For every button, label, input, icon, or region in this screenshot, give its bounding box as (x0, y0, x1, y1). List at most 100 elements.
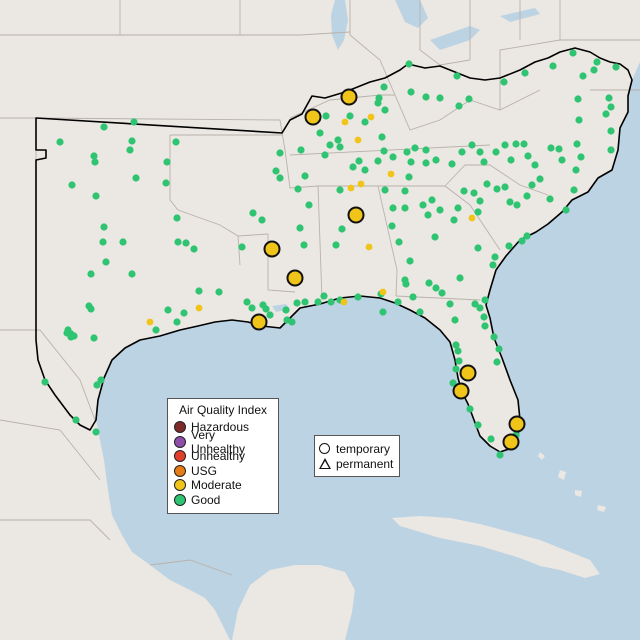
good-monitor-marker (524, 152, 532, 160)
good-monitor-marker (450, 216, 458, 224)
monitor-type-legend: temporary permanent (314, 435, 400, 477)
good-monitor-marker (501, 183, 509, 191)
good-monitor-marker (492, 148, 500, 156)
good-monitor-marker (326, 141, 334, 149)
good-monitor-marker (294, 185, 302, 193)
good-monitor-marker (612, 63, 620, 71)
moderate-monitor-marker (354, 136, 362, 144)
good-monitor-marker (380, 83, 388, 91)
good-monitor-marker (422, 93, 430, 101)
good-monitor-marker (572, 166, 580, 174)
good-monitor-marker (570, 186, 578, 194)
good-monitor-marker (419, 201, 427, 209)
good-monitor-marker (314, 298, 322, 306)
good-monitor-marker (501, 141, 509, 149)
good-monitor-marker (466, 405, 474, 413)
good-monitor-marker (489, 261, 497, 269)
good-monitor-marker (574, 95, 582, 103)
good-monitor-marker (468, 141, 476, 149)
good-monitor-marker (381, 106, 389, 114)
good-monitor-marker (72, 416, 80, 424)
good-monitor-marker (288, 318, 296, 326)
good-monitor-marker (523, 192, 531, 200)
good-monitor-marker (474, 208, 482, 216)
good-monitor-marker (182, 239, 190, 247)
good-monitor-marker (605, 94, 613, 102)
good-monitor-marker (238, 243, 246, 251)
good-monitor-marker (481, 296, 489, 304)
good-monitor-marker (305, 201, 313, 209)
moderate-monitor-large-marker (286, 269, 304, 287)
aqi-legend-item-unhealthy: Unhealthy (174, 449, 272, 464)
aqi-label-moderate: Moderate (191, 478, 242, 493)
good-monitor-marker (455, 357, 463, 365)
good-monitor-marker (451, 316, 459, 324)
good-monitor-marker (132, 174, 140, 182)
good-monitor-marker (432, 156, 440, 164)
good-monitor-marker (380, 147, 388, 155)
good-monitor-marker (128, 270, 136, 278)
good-monitor-marker (338, 225, 346, 233)
good-monitor-marker (490, 333, 498, 341)
good-monitor-marker (173, 318, 181, 326)
good-monitor-marker (355, 157, 363, 165)
good-monitor-marker (448, 160, 456, 168)
good-monitor-marker (436, 94, 444, 102)
good-monitor-marker (92, 192, 100, 200)
good-monitor-marker (276, 174, 284, 182)
aqi-legend-item-very-unhealthy: Very Unhealthy (174, 428, 272, 456)
aqi-label-unhealthy: Unhealthy (191, 449, 246, 464)
good-monitor-marker (602, 110, 610, 118)
good-monitor-marker (100, 223, 108, 231)
good-monitor-marker (300, 241, 308, 249)
moderate-monitor-marker (340, 298, 348, 306)
good-monitor-marker (266, 311, 274, 319)
good-monitor-marker (322, 112, 330, 120)
good-monitor-marker (354, 293, 362, 301)
good-monitor-marker (276, 149, 284, 157)
good-monitor-marker (425, 279, 433, 287)
good-monitor-marker (546, 195, 554, 203)
good-monitor-marker (296, 224, 304, 232)
good-monitor-marker (405, 60, 413, 68)
good-monitor-marker (130, 118, 138, 126)
moderate-monitor-large-marker (508, 415, 526, 433)
good-monitor-marker (471, 300, 479, 308)
good-monitor-marker (405, 173, 413, 181)
good-monitor-marker (68, 181, 76, 189)
good-monitor-marker (424, 211, 432, 219)
good-monitor-marker (476, 197, 484, 205)
good-monitor-marker (483, 180, 491, 188)
moderate-monitor-large-marker (502, 433, 520, 451)
good-monitor-marker (190, 245, 198, 253)
aqi-label-good: Good (191, 492, 221, 507)
good-monitor-marker (476, 304, 484, 312)
aqi-swatch-unhealthy (174, 450, 186, 463)
aqi-label-usg: USG (191, 463, 218, 478)
good-monitor-marker (67, 333, 75, 341)
good-monitor-marker (90, 334, 98, 342)
monitor-legend-item-permanent: permanent (319, 456, 395, 471)
good-monitor-marker (422, 159, 430, 167)
good-monitor-marker (401, 187, 409, 195)
moderate-monitor-marker (365, 243, 373, 251)
moderate-monitor-large-marker (347, 206, 365, 224)
land-bahamas (538, 452, 606, 512)
good-monitor-marker (378, 133, 386, 141)
good-monitor-marker (422, 146, 430, 154)
good-monitor-marker (172, 138, 180, 146)
good-monitor-marker (401, 204, 409, 212)
lake-michigan (331, 0, 348, 50)
lake-erie (430, 26, 480, 50)
good-monitor-marker (590, 66, 598, 74)
good-monitor-marker (607, 127, 615, 135)
good-monitor-marker (428, 196, 436, 204)
good-monitor-marker (87, 270, 95, 278)
good-monitor-marker (41, 378, 49, 386)
good-monitor-marker (416, 308, 424, 316)
good-monitor-marker (258, 216, 266, 224)
good-monitor-marker (536, 175, 544, 183)
moderate-monitor-marker (146, 318, 154, 326)
